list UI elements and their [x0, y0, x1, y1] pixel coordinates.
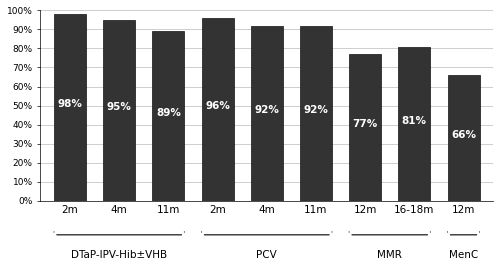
Bar: [152, 31, 184, 201]
Text: 92%: 92%: [304, 105, 328, 115]
Bar: [54, 14, 86, 201]
Bar: [202, 18, 234, 201]
Text: 92%: 92%: [254, 105, 279, 115]
Text: DTaP-IPV-Hib±VHB: DTaP-IPV-Hib±VHB: [71, 250, 167, 260]
Text: 66%: 66%: [451, 130, 476, 140]
Bar: [103, 20, 135, 201]
Text: 81%: 81%: [402, 116, 427, 125]
Text: 77%: 77%: [352, 119, 378, 129]
Text: 95%: 95%: [106, 102, 132, 112]
Bar: [349, 54, 381, 201]
Bar: [300, 26, 332, 201]
Text: 96%: 96%: [205, 101, 230, 111]
Text: 89%: 89%: [156, 108, 181, 118]
Text: MMR: MMR: [378, 250, 402, 260]
Text: 98%: 98%: [58, 99, 82, 109]
Bar: [448, 75, 480, 201]
Text: PCV: PCV: [256, 250, 277, 260]
Text: MenC: MenC: [449, 250, 478, 260]
Bar: [251, 26, 282, 201]
Bar: [398, 47, 430, 201]
